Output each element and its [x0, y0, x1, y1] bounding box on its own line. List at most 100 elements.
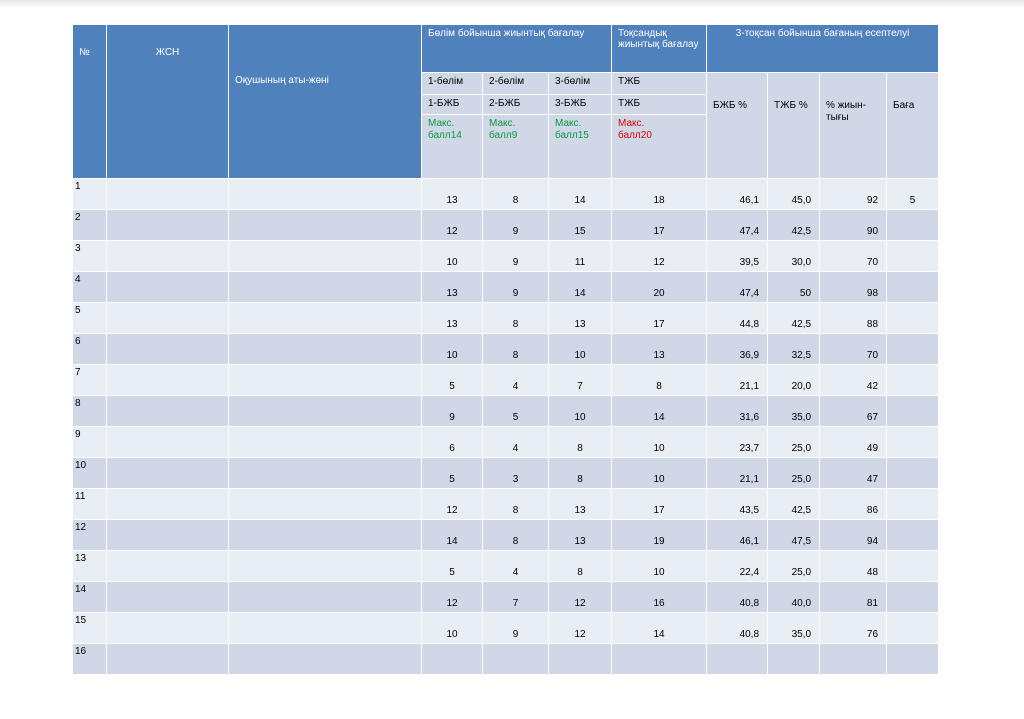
row-total-percent: 90	[819, 209, 888, 241]
row-section-1-score: 13	[421, 178, 483, 210]
max-value: балл15	[555, 130, 589, 141]
row-term-score: 8	[611, 364, 708, 396]
row-section-1-score: 6	[421, 426, 483, 458]
row-section-3-score: 8	[547, 550, 613, 582]
row-term-score: 10	[611, 550, 708, 582]
row-number: 16	[72, 643, 107, 674]
row-section-2-score: 7	[482, 581, 549, 613]
row-section-1-score: 5	[421, 457, 483, 489]
row-section-1-score: 12	[421, 488, 483, 520]
row-total-percent: 98	[819, 271, 888, 303]
row-student-name	[228, 302, 422, 334]
row-section-3-score: 13	[547, 488, 613, 520]
row-total-percent: 67	[819, 395, 888, 427]
row-term-score: 18	[611, 178, 708, 210]
row-student-name	[228, 271, 422, 303]
table-body: 1 13 8 14 18 46,1 45,0 92 5 2 12 9 15 17 47,4 42,5 90 3 10…	[72, 178, 938, 674]
row-term-score: 16	[611, 581, 708, 613]
row-total-percent: 48	[819, 550, 888, 582]
row-jsn	[106, 612, 229, 644]
row-section-2-score	[482, 643, 549, 674]
page-top-shadow	[0, 0, 1024, 8]
table-row: 7 5 4 7 8 21,1 20,0 42	[72, 364, 938, 396]
max-label: Макс.	[428, 118, 455, 129]
table-row: 2 12 9 15 17 47,4 42,5 90	[72, 209, 938, 241]
row-jsn	[106, 364, 229, 396]
row-bjb-percent: 44,8	[706, 302, 769, 334]
row-section-3-score: 14	[547, 271, 613, 303]
row-grade	[886, 612, 938, 644]
row-section-3-score: 12	[547, 581, 613, 613]
row-jsn	[106, 457, 229, 489]
row-section-1-score: 5	[421, 550, 483, 582]
row-tjb-percent: 50	[767, 271, 821, 303]
row-jsn	[106, 488, 229, 520]
row-bjb-percent: 46,1	[706, 519, 769, 551]
row-term-score: 20	[611, 271, 708, 303]
row-grade	[886, 488, 938, 520]
row-section-1-score: 5	[421, 364, 483, 396]
row-number: 6	[72, 333, 107, 365]
row-total-percent: 81	[819, 581, 888, 613]
row-student-name	[228, 395, 422, 427]
row-jsn	[106, 209, 229, 241]
header-term-assessment: Тоқсандық жиынтық бағалау	[611, 24, 708, 73]
header-section-3-code: 3-БЖБ	[547, 94, 613, 115]
row-number: 3	[72, 240, 107, 272]
row-term-score: 14	[611, 395, 708, 427]
row-total-percent: 49	[819, 426, 888, 458]
row-student-name	[228, 457, 422, 489]
row-student-name	[228, 612, 422, 644]
row-bjb-percent: 43,5	[706, 488, 769, 520]
row-bjb-percent: 39,5	[706, 240, 769, 272]
header-term-title: ТЖБ	[611, 72, 708, 95]
row-section-2-score: 4	[482, 364, 549, 396]
header-section-2-title: 2-бөлім	[482, 72, 549, 95]
row-section-3-score: 8	[547, 426, 613, 458]
row-jsn	[106, 302, 229, 334]
row-student-name	[228, 364, 422, 396]
row-bjb-percent: 21,1	[706, 457, 769, 489]
row-number: 12	[72, 519, 107, 551]
table-row: 4 13 9 14 20 47,4 50 98	[72, 271, 938, 303]
row-number: 13	[72, 550, 107, 582]
row-student-name	[228, 550, 422, 582]
row-student-name	[228, 178, 422, 210]
row-number: 2	[72, 209, 107, 241]
row-student-name	[228, 581, 422, 613]
row-section-1-score: 12	[421, 581, 483, 613]
row-grade	[886, 302, 938, 334]
row-term-score: 13	[611, 333, 708, 365]
header-section-2-max: Макс. балл9	[482, 114, 549, 179]
row-grade	[886, 643, 938, 674]
row-tjb-percent: 25,0	[767, 457, 821, 489]
row-grade	[886, 457, 938, 489]
header-number: №	[72, 24, 107, 179]
row-student-name	[228, 519, 422, 551]
row-grade: 5	[886, 178, 938, 210]
row-term-score: 10	[611, 457, 708, 489]
row-section-2-score: 8	[482, 519, 549, 551]
row-tjb-percent: 40,0	[767, 581, 821, 613]
row-section-2-score: 4	[482, 550, 549, 582]
table-row: 15 10 9 12 14 40,8 35,0 76	[72, 612, 938, 644]
max-label: Макс.	[555, 118, 582, 129]
row-term-score: 14	[611, 612, 708, 644]
header-section-2-code: 2-БЖБ	[482, 94, 549, 115]
row-student-name	[228, 333, 422, 365]
row-student-name	[228, 240, 422, 272]
row-section-3-score: 11	[547, 240, 613, 272]
table-row: 3 10 9 11 12 39,5 30,0 70	[72, 240, 938, 272]
row-tjb-percent: 30,0	[767, 240, 821, 272]
max-value: балл14	[428, 130, 462, 141]
row-grade	[886, 550, 938, 582]
row-grade	[886, 333, 938, 365]
row-jsn	[106, 178, 229, 210]
row-number: 7	[72, 364, 107, 396]
row-section-1-score: 9	[421, 395, 483, 427]
row-jsn	[106, 581, 229, 613]
row-jsn	[106, 643, 229, 674]
row-tjb-percent: 45,0	[767, 178, 821, 210]
row-number: 1	[72, 178, 107, 210]
max-label: Макс.	[489, 118, 516, 129]
